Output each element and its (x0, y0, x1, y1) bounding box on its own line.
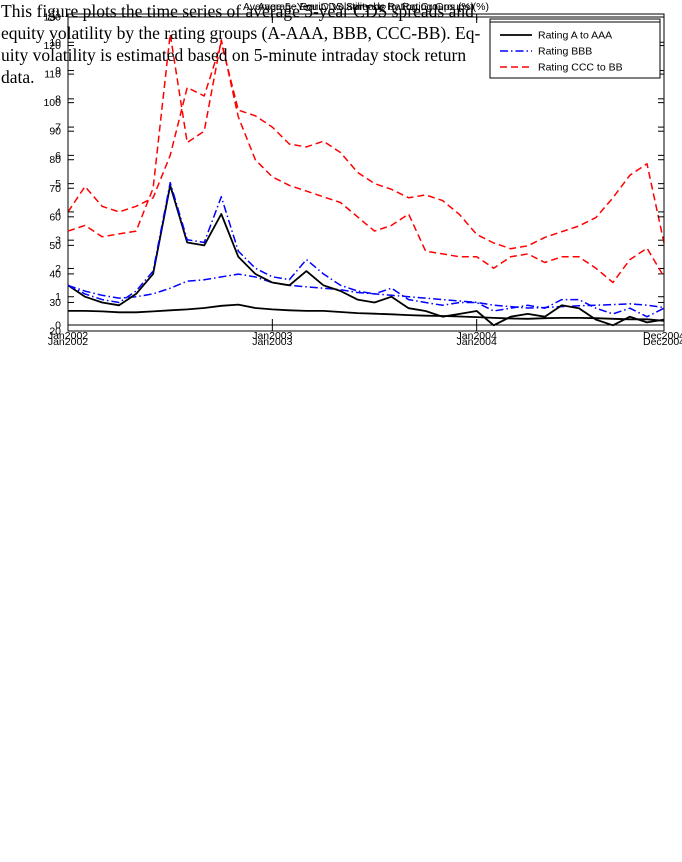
legend-label: Rating BBB (538, 46, 592, 58)
series-line-rating-ccc-to-bb (67, 33, 665, 284)
y-tick-label: 2 (55, 263, 61, 275)
y-tick-label: 110 (44, 69, 61, 81)
legend-box (489, 21, 661, 79)
legend-label: Rating A to AAA (538, 30, 612, 42)
caption-line: data. (1, 67, 35, 87)
x-axis: Jan2002 Jan2003 Jan2004 Dec2004 (48, 17, 682, 347)
y-tick-label: 90 (49, 126, 61, 138)
y-tick-label: 10 (49, 37, 61, 49)
caption-line: uity volatility is estimated based on 5-… (1, 45, 467, 65)
x-tick-label: Jan2003 (252, 336, 292, 347)
caption-line: equity volatility by the rating groups (… (1, 23, 481, 43)
figure-caption: This figure plots the time series of ave… (1, 0, 547, 88)
y-tick-label: 1 (55, 291, 61, 303)
x-tick-label: Jan2004 (457, 330, 497, 342)
y-tick-label: 0 (55, 320, 61, 332)
y-tick-label: 5 (55, 178, 61, 190)
x-tick-label: Dec2004 (643, 330, 682, 342)
y-tick-label: 4 (55, 206, 61, 218)
y-tick-label: 50 (49, 240, 61, 252)
equity-volatility-chart: Average Equity Volatility by Rating Grou… (43, 1, 682, 347)
plot-box (67, 16, 665, 332)
series-line-rating-a-to-aaa (67, 184, 665, 327)
x-axis: Jan2002 Jan2003 Jan2004 Dec2004 (48, 14, 682, 342)
legend-label: Rating CCC to BB (538, 62, 623, 74)
y-tick-label: 9 (55, 65, 61, 77)
y-tick-label: 8 (55, 93, 61, 105)
x-tick-label: Jan2004 (457, 336, 497, 347)
y-tick-label: 20 (49, 326, 61, 338)
y-tick-label: 6 (55, 150, 61, 162)
series-line-rating-bbb (67, 181, 665, 318)
x-tick-label: Dec2004 (643, 336, 682, 347)
y-tick-label: 60 (49, 211, 61, 223)
series-group (67, 41, 665, 322)
y-tick-label: 70 (49, 183, 61, 195)
x-tick-label: Jan2002 (48, 336, 88, 347)
y-tick-label: 120 (43, 40, 61, 52)
series-group (67, 33, 665, 327)
y-tick-label: 3 (55, 235, 61, 247)
caption-line: This figure plots the time series of ave… (1, 1, 474, 21)
chart-title: Average Equity Volatility by Rating Grou… (258, 1, 474, 13)
series-line-rating-ccc-to-bb (67, 41, 665, 250)
y-tick-label: 11 (50, 9, 61, 21)
x-tick-label: Jan2002 (48, 330, 88, 342)
x-tick-label: Jan2003 (252, 330, 292, 342)
legend: Rating A to AAA Rating BBB Rating CCC to B… (489, 21, 661, 79)
y-tick-label: 130 (43, 12, 61, 24)
y-tick-label: 100 (43, 97, 61, 109)
y-tick-label: 80 (49, 154, 61, 166)
y-tick-label: 30 (49, 297, 61, 309)
y-tick-label: 7 (55, 122, 61, 134)
chart-title: Average 5−Year CDS Spreads by Rating Gro… (243, 1, 489, 13)
series-line-rating-a-to-aaa (68, 303, 665, 322)
y-tick-label: 40 (49, 268, 61, 280)
